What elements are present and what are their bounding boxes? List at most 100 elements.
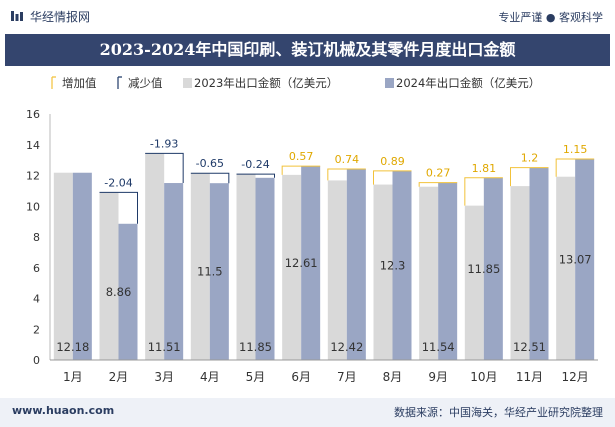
bars-group: 12.18 -2.04 8.86 -1.93 11.51 -0.65 11.5 -0.24 11…: [53, 137, 595, 360]
y-tick-label: 2: [33, 323, 40, 336]
x-tick-label: 5月: [246, 370, 266, 384]
legend-label-3: 2024年出口金额（亿美元）: [396, 76, 540, 90]
value-label: 11.85: [239, 340, 272, 354]
bar-2023: [510, 186, 530, 360]
bar-2024: [346, 169, 366, 360]
x-tick-label: 10月: [470, 370, 497, 384]
legend-marker-1: [117, 76, 122, 89]
chart-legend: 增加值 减少值 2023年出口金额（亿美元） 2024年出口金额（亿美元）: [51, 76, 540, 90]
legend-label-1: 减少值: [128, 76, 163, 90]
x-tick-label: 12月: [562, 370, 589, 384]
increase-bracket: [327, 168, 366, 181]
value-label: 11.85: [467, 262, 500, 276]
value-label: 12.42: [330, 340, 363, 354]
y-tick-label: 0: [33, 354, 40, 367]
change-label: 0.57: [289, 150, 314, 163]
brand-logo-icon: [11, 11, 23, 21]
increase-bracket: [510, 167, 549, 187]
y-tick-label: 8: [33, 231, 40, 244]
bar-2023: [99, 192, 119, 360]
bar-2023: [373, 184, 393, 360]
change-label: 1.2: [521, 152, 539, 165]
y-tick-label: 4: [33, 293, 40, 306]
y-tick-label: 6: [33, 262, 40, 275]
change-label: -0.24: [241, 158, 269, 171]
legend-marker-0: [51, 76, 56, 89]
change-label: 1.81: [472, 162, 497, 175]
bar-2024: [529, 167, 549, 360]
x-tick-label: 3月: [154, 370, 174, 384]
bar-2024: [392, 170, 412, 360]
x-tick-label: 8月: [383, 370, 403, 384]
bar-2023: [556, 176, 576, 360]
x-axis: 1月 2月 3月 4月 5月 6月 7月 8月 9月 10月 11月 12月: [50, 359, 598, 384]
decrease-bracket: [145, 152, 184, 184]
decrease-bracket: [99, 191, 138, 224]
x-tick-label: 9月: [428, 370, 448, 384]
bar-2023: [236, 174, 256, 360]
increase-bracket: [281, 165, 321, 175]
value-label: 8.86: [106, 285, 132, 299]
change-label: 0.74: [335, 153, 360, 166]
value-label: 13.07: [559, 253, 592, 267]
legend-swatch-2: [183, 78, 192, 88]
x-tick-label: 6月: [291, 370, 311, 384]
bar-2024: [483, 177, 503, 360]
footer-source: 数据来源：中国海关，华经产业研究院整理: [394, 406, 603, 419]
top-bar: 华经情报网 专业严谨 ● 客观科学: [0, 0, 615, 34]
bar-2023: [53, 172, 73, 360]
decrease-bracket: [236, 173, 275, 178]
x-tick-label: 11月: [516, 370, 543, 384]
change-label: -2.04: [104, 176, 132, 189]
legend-label-2: 2023年出口金额（亿美元）: [194, 76, 338, 90]
tagline: 专业严谨 ● 客观科学: [498, 11, 603, 24]
y-tick-label: 10: [26, 200, 40, 213]
bar-2024: [438, 182, 458, 360]
x-tick-label: 1月: [63, 370, 83, 384]
brand-name: 华经情报网: [30, 10, 91, 24]
title-bar: 2023-2024年中国印刷、装订机械及其零件月度出口金额: [5, 34, 610, 66]
y-tick-label: 14: [26, 139, 40, 152]
decrease-bracket: [190, 172, 230, 184]
increase-bracket: [418, 182, 458, 187]
change-label: 0.89: [380, 155, 405, 168]
legend-swatch-3: [385, 78, 394, 88]
bar-2024: [301, 166, 321, 360]
bar-chart: 增加值 减少值 2023年出口金额（亿美元） 2024年出口金额（亿美元） 0 2 4 6 8…: [26, 76, 598, 384]
change-label: 0.27: [426, 167, 451, 180]
chart-title: 2023-2024年中国印刷、装订机械及其零件月度出口金额: [99, 40, 516, 59]
y-axis: 0 2 4 6 8 10 12 14 16: [26, 108, 51, 367]
x-tick-label: 2月: [109, 370, 129, 384]
bar-2023: [145, 153, 165, 360]
change-label: -0.65: [196, 157, 224, 170]
increase-bracket: [464, 177, 503, 206]
bar-2023: [327, 180, 347, 360]
bar-2024: [118, 223, 138, 360]
bar-2024: [575, 159, 595, 360]
footer-website: www.huaon.com: [12, 404, 115, 417]
bar-2023: [190, 173, 210, 360]
value-label: 11.5: [197, 265, 223, 279]
value-label: 11.51: [148, 340, 181, 354]
increase-bracket: [373, 170, 412, 185]
value-label: 12.51: [513, 340, 546, 354]
bar-2024: [255, 177, 275, 360]
value-label: 12.18: [56, 340, 89, 354]
x-tick-label: 4月: [200, 370, 220, 384]
increase-bracket: [555, 158, 595, 177]
value-label: 12.3: [380, 258, 406, 272]
bar-2023: [464, 205, 484, 360]
bar-2024: [209, 183, 229, 360]
bar-2023: [282, 174, 302, 360]
footer-bar: www.huaon.com 数据来源：中国海关，华经产业研究院整理: [0, 398, 615, 427]
bar-2024: [164, 183, 184, 360]
y-tick-label: 12: [26, 170, 40, 183]
value-label: 11.54: [422, 340, 455, 354]
change-label: -1.93: [150, 137, 178, 150]
bar-2024: [72, 172, 92, 360]
change-label: 1.15: [563, 143, 588, 156]
y-tick-label: 16: [26, 108, 40, 121]
x-tick-label: 7月: [337, 370, 357, 384]
bar-2023: [419, 186, 439, 360]
value-label: 12.61: [285, 256, 318, 270]
